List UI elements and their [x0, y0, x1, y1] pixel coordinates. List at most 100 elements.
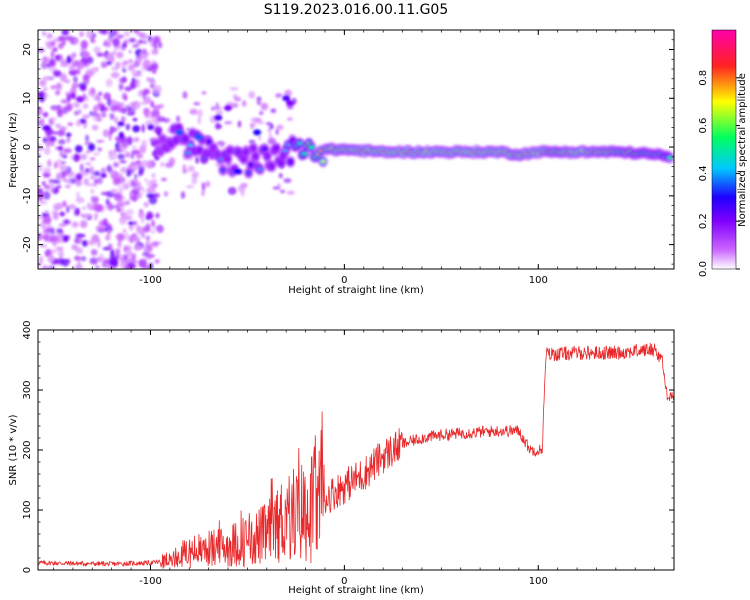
spectrogram-noise-blob: [77, 174, 83, 180]
spectrogram-xlabel: Height of straight line (km): [288, 285, 424, 296]
spectrogram-noise-blob: [127, 63, 135, 72]
spectrogram-noise-blob: [117, 153, 125, 160]
spectrogram-noise-blob: [101, 111, 107, 118]
spectrogram-noise-blob: [56, 229, 63, 233]
spectrogram-noise-blob: [109, 125, 114, 135]
spectrogram-noise-blob: [92, 112, 97, 121]
spectrogram-noise-blob: [79, 118, 87, 124]
spectrogram-noise-blob: [112, 50, 116, 55]
spectrogram-noise-blob: [141, 217, 145, 224]
spectrogram-noise-blob: [176, 115, 181, 123]
spectrogram-noise-blob: [88, 242, 97, 246]
spectrogram-noise-blob: [283, 178, 292, 184]
spectrogram-noise-blob: [145, 188, 152, 193]
spectrogram-noise-blob: [224, 121, 233, 125]
spectrogram-noise-blob: [42, 265, 49, 269]
spectrogram-noise-blob: [97, 177, 103, 185]
spectrogram-noise-blob: [48, 254, 55, 263]
spectrogram-noise-blob: [63, 148, 72, 153]
spectrogram-noise-blob: [134, 178, 139, 184]
spectrogram-noise-blob: [109, 258, 119, 267]
spectrogram-noise-blob: [71, 265, 81, 269]
spectrogram-noise-blob: [154, 259, 160, 264]
spectrogram-noise-blob: [119, 160, 127, 164]
spectrogram-noise-blob: [130, 153, 135, 159]
spectrogram-cell: [257, 167, 263, 171]
spectrogram-noise-blob: [70, 92, 76, 99]
spectrogram-noise-blob: [241, 100, 247, 107]
spectrogram-noise-blob: [220, 143, 225, 148]
spectrogram-noise-blob: [53, 179, 61, 185]
spectrogram-noise-blob: [56, 246, 64, 251]
spectrogram-noise-blob: [144, 256, 153, 260]
spectrogram-noise-blob: [123, 254, 128, 260]
spectrogram-cell: [253, 129, 262, 136]
spectrogram-noise-blob: [117, 239, 122, 248]
spectrogram-ytick-label: 10: [22, 92, 33, 105]
spectrogram-noise-blob: [150, 228, 156, 234]
spectrogram-noise-blob: [46, 33, 53, 40]
spectrogram-noise-blob: [116, 207, 122, 213]
spectrogram-noise-blob: [82, 93, 86, 101]
spectrogram-noise-blob: [119, 102, 125, 108]
colorbar-tick-label: 0.8: [698, 70, 709, 86]
spectrogram-noise-blob: [182, 164, 187, 171]
spectrogram-noise-blob: [90, 39, 96, 43]
spectrogram-noise-blob: [98, 30, 107, 34]
spectrogram-noise-blob: [71, 40, 75, 45]
spectrogram-cell: [273, 144, 280, 153]
spectrogram-noise-blob: [86, 183, 95, 187]
spectrogram-noise-blob: [102, 247, 111, 251]
spectrogram-noise-blob: [71, 221, 79, 229]
spectrogram-cell: [286, 100, 295, 107]
spectrogram-noise-blob: [59, 73, 67, 82]
spectrogram-noise-blob: [100, 191, 110, 196]
spectrogram-noise-blob: [47, 182, 55, 192]
spectrogram-noise-blob: [59, 211, 66, 217]
spectrogram-noise-blob: [50, 50, 55, 57]
spectrogram-noise-blob: [58, 223, 67, 227]
spectrogram-noise-blob: [123, 94, 128, 101]
spectrogram-noise-blob: [146, 211, 154, 220]
spectrogram-noise-blob: [182, 91, 188, 99]
snr-ylabel: SNR (10 * v/v): [8, 414, 19, 485]
spectrogram-noise-blob: [270, 108, 277, 114]
spectrogram-noise-blob: [193, 102, 201, 106]
spectrogram-noise-blob: [114, 116, 118, 124]
spectrogram-noise-blob: [55, 83, 62, 89]
spectrogram-noise-blob: [125, 200, 130, 206]
spectrogram-noise-blob: [41, 181, 46, 186]
spectrogram-noise-blob: [121, 68, 127, 73]
spectrogram-noise-blob: [237, 120, 242, 128]
snr-line: [38, 342, 674, 569]
colorbar-tick-label: 0.0: [698, 261, 709, 277]
spectrogram-cell: [194, 134, 203, 141]
spectrogram-xtick-label: -100: [139, 275, 162, 286]
spectrogram-noise-blob: [128, 49, 132, 54]
spectrogram-noise-blob: [257, 121, 265, 125]
spectrogram-noise-blob: [64, 219, 69, 225]
spectrogram-noise-blob: [90, 249, 98, 256]
spectrogram-noise-blob: [215, 124, 223, 129]
spectrogram-xtick-label: 100: [529, 275, 548, 286]
spectrogram-noise-blob: [72, 101, 79, 108]
spectrogram-noise-blob: [133, 244, 142, 251]
snr-ytick-label: 400: [22, 320, 33, 339]
spectrogram-noise-blob: [117, 121, 125, 127]
spectrogram-noise-blob: [256, 99, 260, 103]
spectrogram-noise-blob: [57, 129, 66, 137]
spectrogram-noise-blob: [43, 76, 52, 81]
spectrogram-noise-blob: [286, 190, 295, 195]
spectrogram-noise-blob: [98, 91, 102, 96]
spectrogram-noise-blob: [259, 110, 264, 116]
spectrogram-noise-blob: [139, 89, 143, 96]
spectrogram-noise-blob: [140, 33, 148, 40]
spectrogram-noise-blob: [124, 265, 132, 269]
spectrogram-noise-blob: [147, 124, 155, 131]
spectrogram-noise-blob: [118, 131, 124, 140]
spectrogram-noise-blob: [123, 245, 127, 253]
spectrogram-noise-blob: [114, 197, 124, 202]
spectrogram-noise-blob: [141, 139, 147, 149]
spectrogram-noise-blob: [62, 165, 68, 170]
